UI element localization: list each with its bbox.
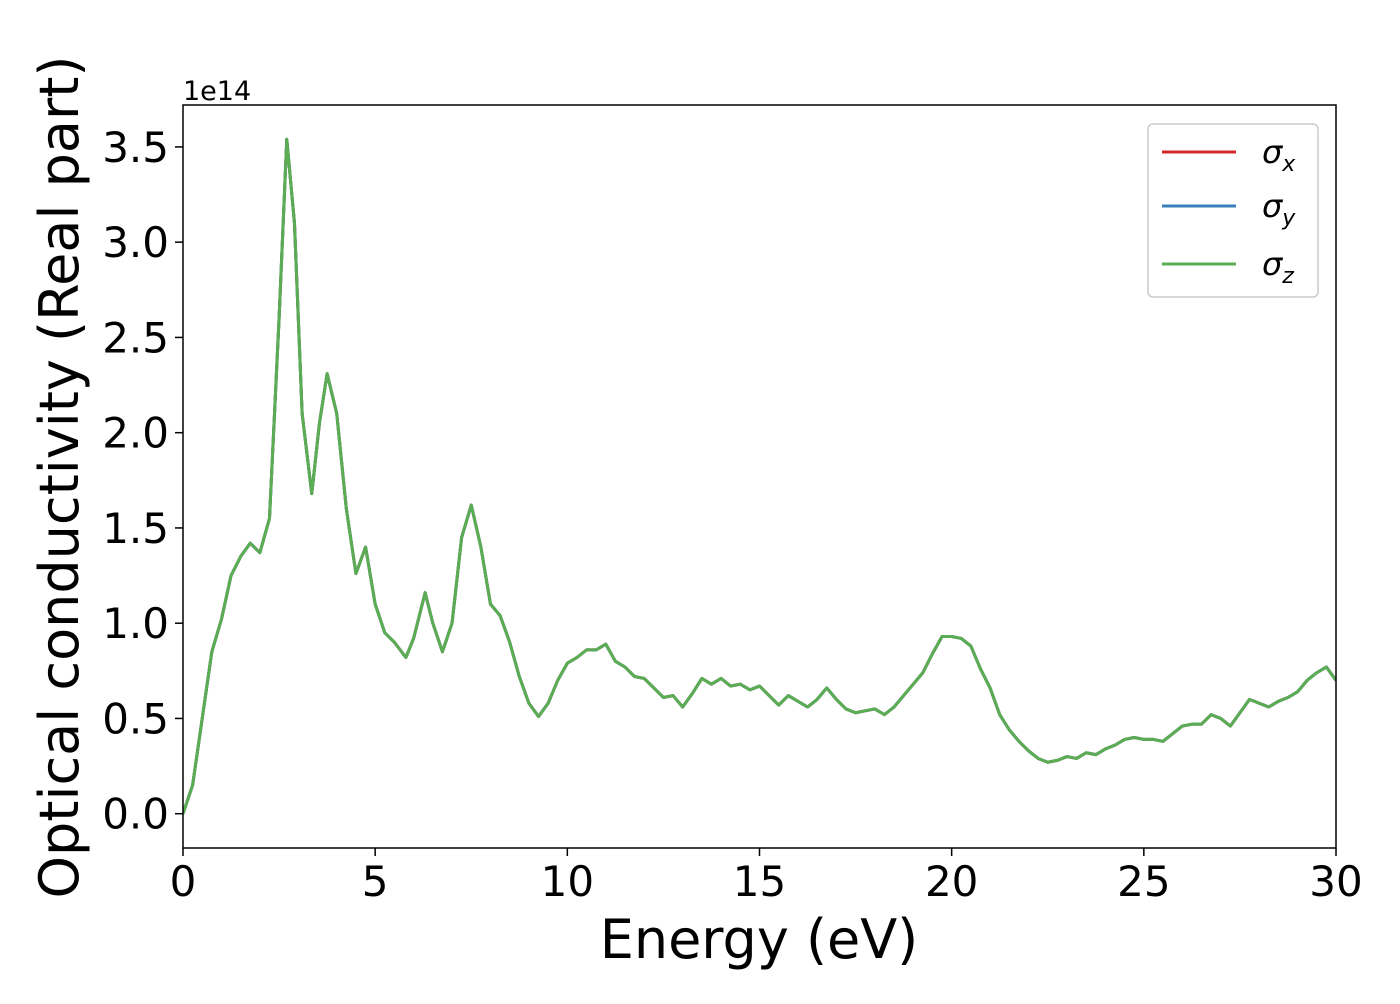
x-tick-label: 5 bbox=[362, 857, 389, 906]
y-tick-label: 2.0 bbox=[102, 409, 169, 458]
series-line bbox=[183, 137, 1336, 815]
x-tick-label: 10 bbox=[541, 857, 594, 906]
y-axis-label: Optical conductivity (Real part) bbox=[28, 56, 91, 899]
x-tick-label: 15 bbox=[733, 857, 786, 906]
y-tick-label: 0.5 bbox=[102, 694, 169, 743]
plot-frame bbox=[182, 104, 1337, 849]
y-tick-label: 3.0 bbox=[102, 218, 169, 267]
x-tick-label: 0 bbox=[170, 857, 197, 906]
legend-box bbox=[1147, 123, 1319, 298]
x-axis-label: Energy (eV) bbox=[600, 908, 919, 971]
x-tick-label: 30 bbox=[1309, 857, 1362, 906]
x-tick-label: 20 bbox=[925, 857, 978, 906]
x-tick-label: 25 bbox=[1117, 857, 1170, 906]
y-tick-label: 3.5 bbox=[102, 123, 169, 172]
offset-label: 1e14 bbox=[183, 76, 251, 107]
y-tick-label: 0.0 bbox=[102, 790, 169, 839]
y-tick-label: 1.0 bbox=[102, 599, 169, 648]
y-tick-label: 2.5 bbox=[102, 313, 169, 362]
y-tick-label: 1.5 bbox=[102, 504, 169, 553]
